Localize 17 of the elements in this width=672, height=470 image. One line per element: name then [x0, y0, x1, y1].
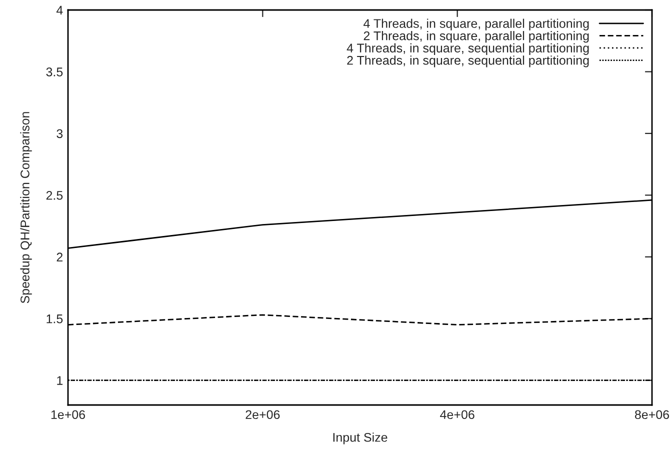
legend-label: 4 Threads, in square, parallel partitioning — [364, 18, 589, 30]
y-tick-label: 1.5 — [46, 314, 63, 324]
y-axis-title: Speedup QH/Partition Comparison — [20, 112, 32, 304]
y-tick-label: 1 — [57, 376, 63, 385]
y-tick-label: 3 — [56, 129, 63, 138]
y-tick-label: 3.5 — [46, 68, 63, 76]
y-tick-label: 2 — [56, 252, 63, 262]
x-tick-label: 2e+06 — [246, 410, 280, 420]
legend-label: 2 Threads, in square, sequential partitioning — [347, 56, 589, 68]
legend-label: 4 Threads, in square, sequential partitioning — [346, 43, 589, 55]
x-axis-title: Input Size — [333, 432, 388, 444]
x-tick-label: 1e+06 — [51, 410, 86, 420]
x-tick-label: 4e+06 — [440, 410, 474, 420]
y-tick-label: 2.5 — [46, 190, 63, 200]
legend-label: 2 Threads, in square, parallel partitioning — [364, 31, 589, 43]
x-tick-label: 8e+06 — [634, 410, 670, 420]
y-tick-label: 4 — [56, 6, 63, 15]
